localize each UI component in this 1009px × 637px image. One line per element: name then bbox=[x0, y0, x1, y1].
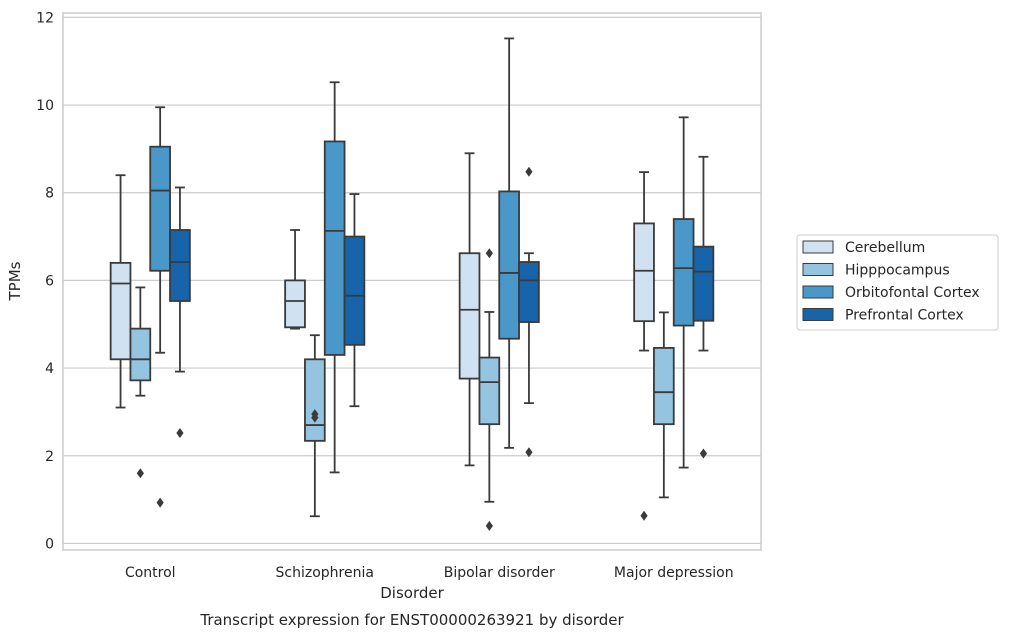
legend-swatch bbox=[802, 308, 834, 321]
box-1-1 bbox=[304, 334, 326, 518]
box-1-0 bbox=[284, 229, 306, 330]
outlier-point bbox=[136, 468, 144, 479]
x-tick-label: Schizophrenia bbox=[276, 565, 374, 581]
outlier-point bbox=[485, 520, 493, 531]
box-body bbox=[169, 229, 191, 302]
x-tick-label: Bipolar disorder bbox=[444, 565, 555, 581]
box-body bbox=[653, 347, 675, 426]
box-0-0 bbox=[109, 174, 132, 409]
outlier-point bbox=[176, 427, 184, 438]
y-tick-label: 2 bbox=[45, 449, 54, 465]
box-body bbox=[149, 145, 171, 272]
box-body bbox=[633, 222, 655, 323]
box-body bbox=[323, 140, 346, 356]
box-body bbox=[304, 358, 326, 442]
box-2-3 bbox=[518, 166, 540, 458]
y-tick-label: 10 bbox=[36, 98, 54, 114]
box-body bbox=[692, 245, 715, 322]
plot-frame bbox=[62, 12, 762, 551]
box-body bbox=[478, 356, 501, 426]
y-tick-label: 6 bbox=[45, 273, 54, 289]
outlier-point bbox=[640, 510, 648, 521]
x-tick-labels: Control Schizophrenia Bipolar disorder Majo… bbox=[125, 565, 734, 581]
x-axis-label: Disorder bbox=[380, 584, 444, 602]
y-tick-label: 4 bbox=[45, 361, 54, 377]
box-body bbox=[458, 252, 481, 380]
box-0-2 bbox=[149, 106, 171, 508]
legend-label: Hipppocampus bbox=[845, 263, 950, 279]
legend-label: Cerebellum bbox=[845, 240, 925, 256]
legend-swatch bbox=[802, 263, 834, 276]
x-tick-label: Major depression bbox=[614, 565, 734, 581]
y-tick-label: 12 bbox=[36, 10, 54, 26]
box-3-3 bbox=[692, 155, 715, 459]
y-tick-labels: 0 2 4 6 8 10 12 bbox=[36, 10, 54, 552]
box-3-1 bbox=[653, 311, 675, 499]
legend: Cerebellum Hipppocampus Orbitofontal Corte… bbox=[796, 234, 999, 331]
box-1-3 bbox=[343, 193, 366, 408]
outlier-point bbox=[311, 412, 319, 423]
box-groups bbox=[109, 37, 715, 531]
box-body bbox=[109, 261, 132, 361]
outlier-point bbox=[699, 448, 708, 459]
outlier-point bbox=[156, 497, 164, 508]
box-3-0 bbox=[633, 171, 655, 521]
legend-label: Prefrontal Cortex bbox=[845, 308, 964, 324]
box-body bbox=[343, 235, 366, 346]
box-2-1 bbox=[478, 248, 501, 531]
box-body bbox=[518, 261, 540, 323]
y-tick-label: 8 bbox=[45, 186, 54, 202]
box-body bbox=[672, 218, 695, 327]
box-body bbox=[129, 327, 152, 382]
y-tick-label: 0 bbox=[45, 536, 54, 552]
y-axis-label: TPMs bbox=[6, 261, 24, 301]
legend-frame bbox=[796, 234, 999, 331]
box-3-2 bbox=[672, 116, 695, 469]
box-body bbox=[498, 190, 520, 340]
box-2-0 bbox=[458, 152, 481, 467]
chart-caption: Transcript expression for ENST0000026392… bbox=[199, 611, 624, 629]
box-2-2 bbox=[498, 37, 520, 449]
outlier-point bbox=[525, 447, 533, 458]
x-tick-label: Control bbox=[125, 565, 176, 581]
outlier-point bbox=[525, 166, 533, 177]
legend-label: Orbitofontal Cortex bbox=[845, 285, 980, 301]
outlier-point bbox=[485, 248, 493, 259]
box-body bbox=[284, 279, 306, 329]
legend-swatch bbox=[802, 240, 834, 254]
plot-background bbox=[63, 13, 761, 550]
box-0-3 bbox=[169, 186, 191, 438]
legend-swatch bbox=[802, 285, 834, 299]
box-0-1 bbox=[129, 286, 152, 479]
